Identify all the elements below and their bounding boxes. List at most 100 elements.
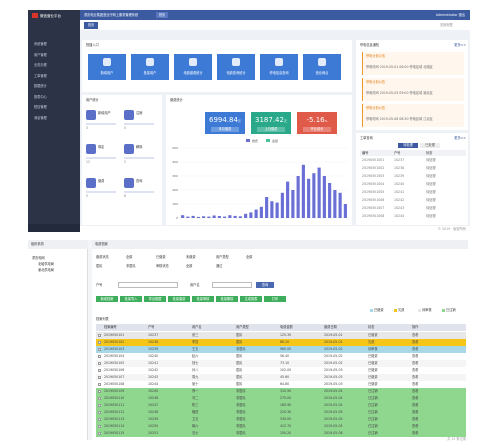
table-cell: 2019050108 [104,382,125,386]
order-tab[interactable]: 已处理 [420,143,440,148]
menu-item[interactable]: 短信管理 [34,105,47,109]
filter-item[interactable]: 全部 [186,264,193,268]
table-cell: 欠费 [368,340,375,344]
table-cell: 非居民 [236,396,246,400]
tab-bar [80,20,470,30]
row-checkbox[interactable] [98,362,101,365]
row-checkbox[interactable] [98,390,101,393]
action-button[interactable]: 生成报表 [240,296,262,302]
header-badge[interactable]: 首页 [156,12,168,18]
row-checkbox[interactable] [98,376,101,379]
order-head-cell: 状态 [426,151,433,155]
tree-node[interactable]: 渝北供电局 [38,268,54,272]
row-checkbox[interactable] [98,404,101,407]
table-cell[interactable]: 查看 [412,410,419,414]
table-cell: 已缴费 [368,382,378,386]
stats-label: 绑定 [98,145,105,149]
action-button[interactable]: 导出数据 [144,296,166,302]
action-button[interactable]: 批量缴费 [168,296,190,302]
menu-item[interactable]: 数据统计 [34,84,47,88]
table-cell[interactable]: 查看 [412,417,419,421]
menu-item[interactable]: 业务办理 [34,63,47,67]
table-cell: 已缴费 [368,333,378,337]
row-checkbox[interactable] [98,355,101,358]
action-button[interactable]: 批量删除 [216,296,238,302]
table-cell[interactable]: 查看 [412,431,419,435]
filter-item[interactable]: 居民 [96,264,103,268]
order-cell: 20190501006 [362,198,385,202]
table-cell[interactable]: 查看 [412,354,419,358]
order-tab[interactable]: 待处理 [398,143,418,148]
search-input[interactable] [118,282,178,288]
legend-swatch [266,139,270,142]
table-cell: 10244 [148,382,159,386]
action-button[interactable]: 打印 [264,296,286,302]
table-cell: 10238 [148,340,159,344]
order-head-cell: 户号 [394,151,401,155]
row-checkbox[interactable] [98,341,101,344]
menu-item[interactable]: 消息管理 [34,115,47,120]
table-cell: 2019050109 [104,389,125,393]
tree-node[interactable]: 北碚供电局 [38,262,54,266]
filter-item[interactable]: 通过 [216,264,223,268]
table-row [96,346,466,353]
table-cell: 冯二 [192,396,199,400]
table-cell[interactable]: 查看 [412,333,419,337]
table-cell[interactable]: 查看 [412,340,419,344]
table-cell: 2019050111 [104,403,125,407]
row-checkbox[interactable] [98,397,101,400]
row-checkbox[interactable] [98,411,101,414]
bar [207,216,211,218]
summary-box [205,112,245,134]
menu-item[interactable]: 工单管理 [34,73,47,78]
search-input[interactable] [212,282,252,288]
tree-node[interactable]: 重庆电网 [32,256,45,260]
menu-item[interactable]: 用户管理 [34,52,47,57]
table-cell[interactable]: 查看 [412,396,419,400]
legend-swatch [370,309,373,312]
table-cell[interactable]: 查看 [412,382,419,386]
action-button[interactable]: 新增档案 [96,296,118,302]
row-checkbox[interactable] [98,369,101,372]
stats-value: 5 [86,194,89,198]
table-cell[interactable]: 查看 [412,368,419,372]
menu-item[interactable]: 报表中心 [34,94,47,99]
table-cell[interactable]: 查看 [412,375,419,379]
menu-item[interactable]: 系统管理 [34,42,47,46]
filter-item[interactable]: 未缴费 [186,255,196,259]
summary-box [297,112,337,134]
bar [343,204,347,218]
notice-card-text: 停电时间 2019-05-01 08:00 停电区域 北碚区 [366,65,433,69]
filter-item[interactable]: 全部 [126,255,133,259]
table-row [96,339,466,346]
filter-item[interactable]: 非居民 [126,264,136,268]
row-checkbox[interactable] [98,383,101,386]
filter-item[interactable]: 全部 [246,255,253,259]
table-cell: 10246 [148,396,159,400]
table-cell: 吴十 [192,382,199,386]
search-button[interactable]: 查询 [256,282,274,288]
table-cell: 居民 [236,361,243,365]
row-checkbox[interactable] [98,348,101,351]
table-cell[interactable]: 查看 [412,389,419,393]
action-button[interactable]: 批量审核 [192,296,214,302]
table-cell[interactable]: 查看 [412,424,419,428]
table-cell: 钱七 [192,361,199,365]
table-cell: 已注销 [368,431,378,435]
row-checkbox[interactable] [98,334,101,337]
row-checkbox[interactable] [98,418,101,421]
legend-label: 欠费 [398,308,405,312]
action-button[interactable]: 批量导入 [120,296,142,302]
table-cell[interactable]: 查看 [412,403,419,407]
order-more[interactable]: 更多>> [454,136,466,140]
row-checkbox[interactable] [98,425,101,428]
bar [328,183,332,218]
tab[interactable]: 首页 [84,22,98,29]
table-cell[interactable]: 查看 [412,361,419,365]
row-checkbox[interactable] [98,432,101,435]
table-cell[interactable]: 查看 [412,347,419,351]
table-cell: 已注销 [368,424,378,428]
filter-item[interactable]: 已缴费 [156,255,166,259]
notice-more[interactable]: 更多>> [454,43,466,47]
bar [286,181,290,218]
